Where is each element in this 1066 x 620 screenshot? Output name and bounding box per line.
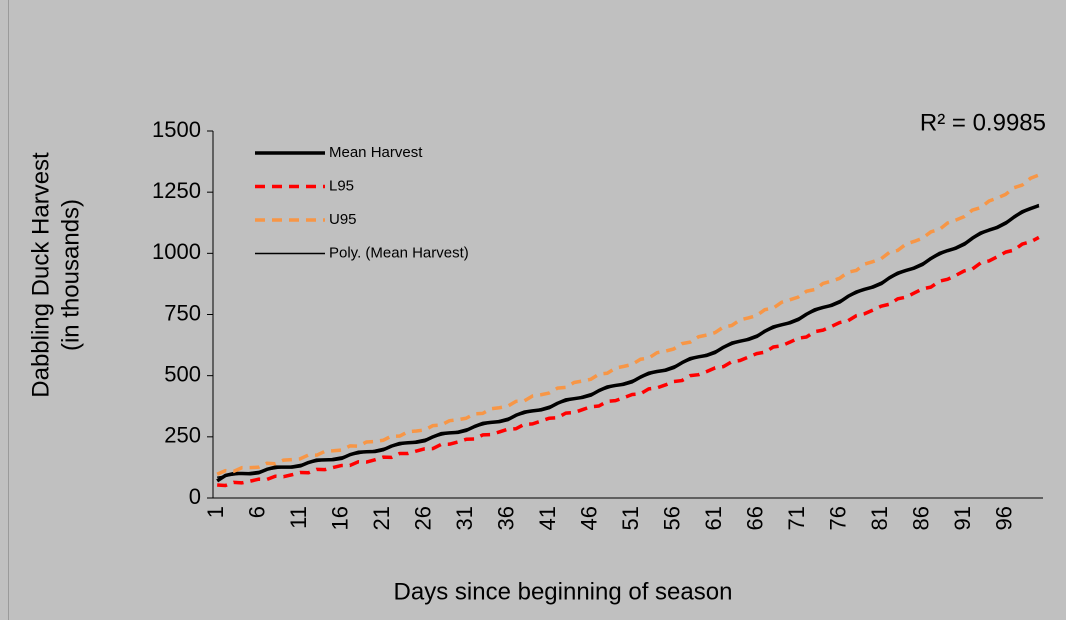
y-tick-label: 500 <box>164 361 201 386</box>
x-tick-label: 41 <box>535 506 560 530</box>
x-tick-label: 26 <box>410 506 435 530</box>
x-tick-label: 31 <box>452 506 477 530</box>
x-tick-label: 46 <box>576 506 601 530</box>
y-tick-label: 1000 <box>152 239 201 264</box>
y-axis-title: Dabbling Duck Harvest <box>27 152 54 398</box>
x-tick-label: 21 <box>369 506 394 530</box>
x-tick-label: 71 <box>784 506 809 530</box>
legend-label: Mean Harvest <box>329 144 423 161</box>
data-line <box>216 203 1040 483</box>
x-tick-label: 11 <box>286 506 311 529</box>
x-tick-label: 1 <box>203 506 228 518</box>
y-tick-label: 1500 <box>152 117 201 142</box>
x-tick-label: 61 <box>701 506 726 530</box>
y-tick-label: 1250 <box>152 178 201 203</box>
x-tick-label: 51 <box>618 506 643 530</box>
r-squared-annotation: R² = 0.9985 <box>920 109 1046 136</box>
x-tick-label: 81 <box>867 506 892 530</box>
x-tick-label: 16 <box>327 506 352 530</box>
data-line <box>217 235 1040 488</box>
x-tick-label: 36 <box>493 506 518 530</box>
data-line <box>216 173 1040 476</box>
x-tick-label: 66 <box>742 506 767 530</box>
y-tick-label: 0 <box>189 484 201 509</box>
x-tick-label: 6 <box>244 506 269 518</box>
x-tick-label: 91 <box>950 506 975 530</box>
legend-label: Poly. (Mean Harvest) <box>329 244 469 261</box>
x-tick-label: 86 <box>908 506 933 530</box>
x-tick-label: 56 <box>659 506 684 530</box>
x-tick-label: 96 <box>991 506 1016 530</box>
data-line <box>217 203 1040 478</box>
y-tick-label: 250 <box>164 423 201 448</box>
x-tick-label: 76 <box>825 506 850 530</box>
legend-label: L95 <box>329 177 354 194</box>
y-tick-label: 750 <box>164 300 201 325</box>
legend-label: U95 <box>329 211 357 228</box>
x-axis-title: Days since beginning of season <box>394 578 733 605</box>
y-axis-title: (in thousands) <box>57 199 84 351</box>
